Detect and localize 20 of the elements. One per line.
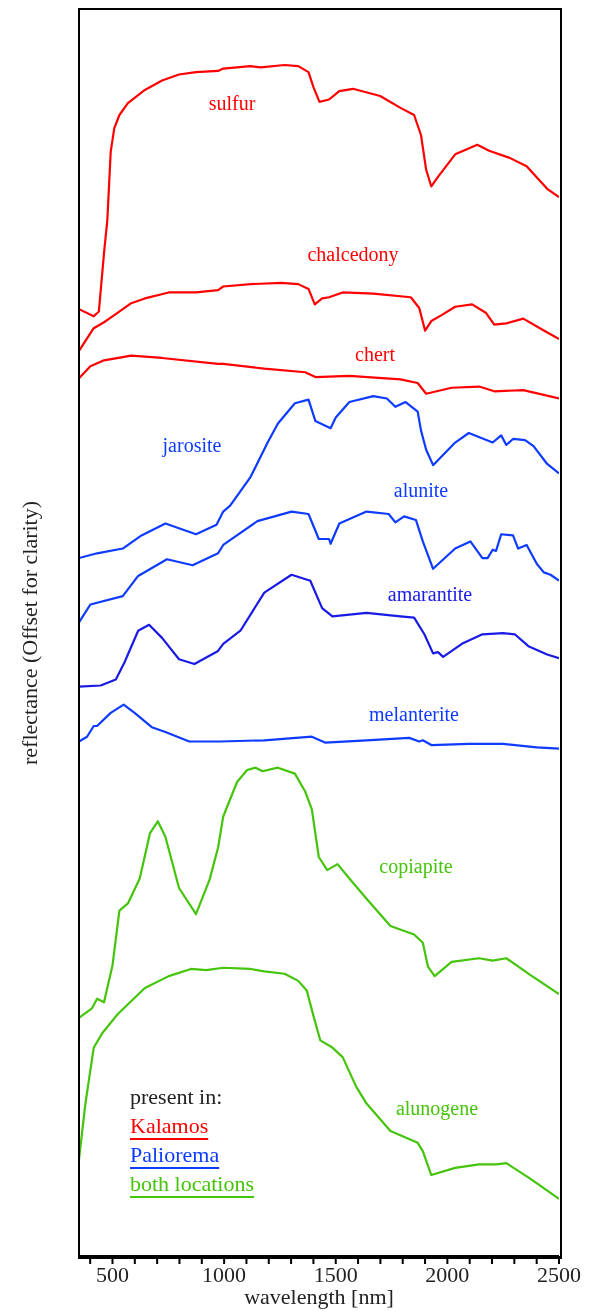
series-label: jarosite [162, 433, 222, 457]
series-label: melanterite [369, 702, 459, 726]
series-label: chert [355, 342, 395, 366]
y-axis-title: reflectance (Offset for clarity) [17, 500, 43, 765]
annotation: present in: [130, 1083, 224, 1111]
x-tick-label: 2000 [425, 1261, 470, 1287]
x-tick-label: 1500 [313, 1261, 358, 1287]
series-label: alunite [393, 478, 449, 502]
x-axis-title: wavelength [nm] [244, 1284, 394, 1309]
series-label: alunogene [395, 1096, 479, 1120]
annotation: both locations [130, 1170, 255, 1198]
x-tick-label: 2500 [537, 1261, 581, 1287]
annotation: Paliorema [130, 1141, 221, 1169]
annotation: Kalamos [130, 1112, 210, 1140]
series-label: copiapite [379, 854, 453, 878]
series-label: chalcedony [307, 242, 399, 266]
x-tick-label: 1000 [202, 1261, 247, 1287]
series-label: amarantite [387, 582, 473, 606]
series-label: sulfur [208, 91, 256, 115]
x-tick-label: 500 [95, 1261, 129, 1287]
